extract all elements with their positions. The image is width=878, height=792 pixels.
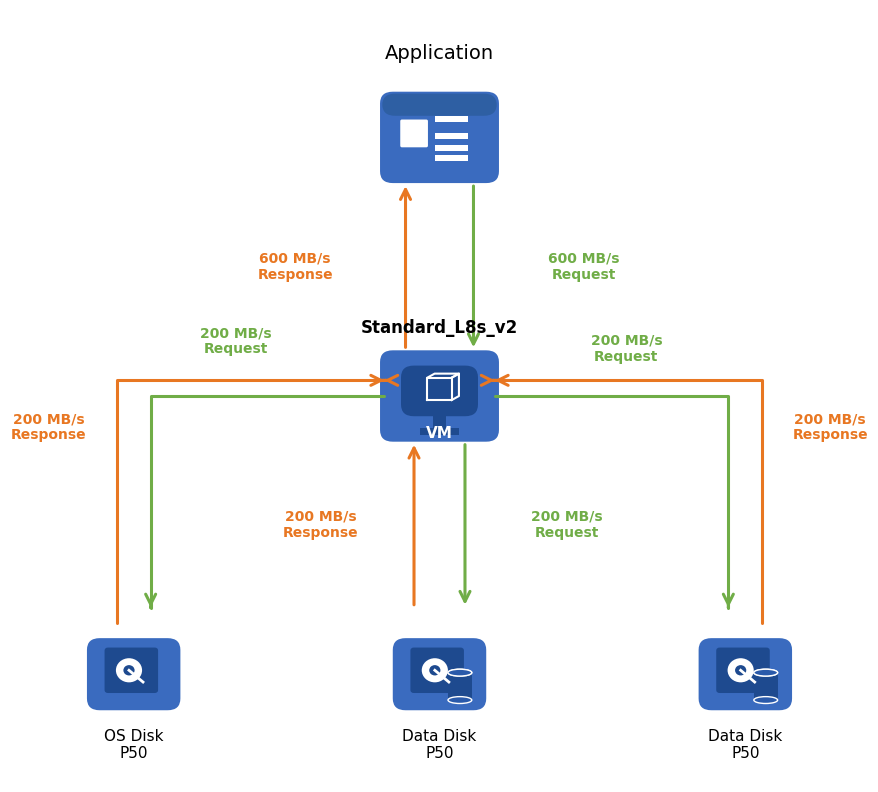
Ellipse shape	[753, 697, 777, 703]
Circle shape	[727, 658, 753, 683]
Text: 200 MB/s
Response: 200 MB/s Response	[283, 509, 358, 540]
Text: Data Disk
P50: Data Disk P50	[708, 729, 781, 761]
Text: 200 MB/s
Request: 200 MB/s Request	[590, 334, 661, 364]
Bar	[419, 428, 459, 435]
Ellipse shape	[448, 669, 471, 676]
Text: Standard_L8s_v2: Standard_L8s_v2	[361, 319, 517, 337]
Bar	[435, 146, 468, 151]
Circle shape	[421, 658, 448, 683]
Ellipse shape	[753, 669, 777, 676]
Text: 200 MB/s
Request: 200 MB/s Request	[199, 326, 271, 356]
Ellipse shape	[753, 669, 777, 676]
Bar	[435, 155, 468, 161]
FancyBboxPatch shape	[87, 638, 180, 710]
Text: 200 MB/s
Response: 200 MB/s Response	[11, 413, 86, 443]
FancyBboxPatch shape	[399, 120, 428, 147]
Circle shape	[123, 665, 134, 676]
FancyBboxPatch shape	[379, 92, 499, 183]
Text: Application: Application	[385, 44, 493, 63]
Circle shape	[428, 665, 440, 676]
FancyBboxPatch shape	[716, 648, 769, 693]
Circle shape	[734, 665, 745, 676]
Text: OS Disk
P50: OS Disk P50	[104, 729, 163, 761]
FancyBboxPatch shape	[400, 366, 478, 417]
Bar	[753, 672, 777, 700]
FancyBboxPatch shape	[392, 638, 486, 710]
Text: 200 MB/s
Request: 200 MB/s Request	[530, 509, 602, 540]
Ellipse shape	[448, 669, 471, 676]
Text: VM: VM	[426, 426, 452, 441]
Text: 200 MB/s
Response: 200 MB/s Response	[792, 413, 867, 443]
Bar	[435, 133, 468, 139]
FancyBboxPatch shape	[104, 648, 158, 693]
Bar	[435, 116, 468, 122]
Bar	[432, 413, 446, 428]
FancyBboxPatch shape	[379, 350, 499, 442]
Circle shape	[116, 658, 142, 683]
FancyBboxPatch shape	[698, 638, 791, 710]
Text: 600 MB/s
Request: 600 MB/s Request	[548, 252, 619, 282]
FancyBboxPatch shape	[410, 648, 464, 693]
Bar	[448, 672, 471, 700]
FancyBboxPatch shape	[382, 93, 496, 116]
Text: Data Disk
P50: Data Disk P50	[402, 729, 476, 761]
Text: 600 MB/s
Response: 600 MB/s Response	[257, 252, 333, 282]
Ellipse shape	[448, 697, 471, 703]
